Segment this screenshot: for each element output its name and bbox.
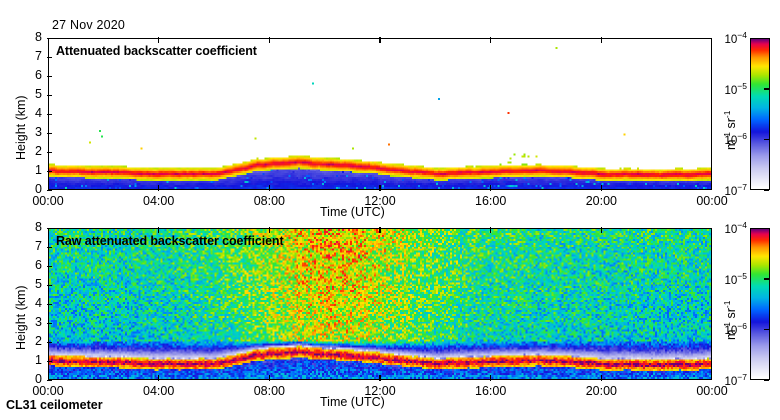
colorbar-top: [750, 38, 770, 190]
x-tick-mark-bottom-1-5: [600, 375, 603, 381]
panel-raw-attenuated-backscatter: [48, 228, 712, 380]
y-tick-mark-1-5: [47, 284, 52, 286]
y-tick-label-1-3: 3: [35, 315, 42, 329]
x-tick-label-0-4: 16:00: [475, 194, 507, 208]
x-tick-label-0-2: 08:00: [253, 194, 285, 208]
y-tick-mark-1-4: [47, 303, 52, 305]
colorbar-tick-mark-0-0: [764, 37, 769, 39]
y-tick-label-0-7: 7: [35, 49, 42, 63]
x-tick-mark-top-0-4: [489, 37, 492, 43]
colorbar-tick-mark-0-2: [764, 138, 769, 141]
x-axis-label-bottom: Time (UTC): [320, 395, 385, 409]
colorbar-tick-label-1-1: 10−5: [724, 270, 748, 287]
colorbar-tick-mark-0-1: [764, 88, 769, 90]
x-tick-label-1-3: 12:00: [364, 384, 396, 398]
y-tick-label-1-8: 8: [35, 220, 42, 234]
attenuated-backscatter-heatmap: [49, 39, 711, 189]
y-tick-label-1-7: 7: [35, 239, 42, 253]
colorbar-tick-label-0-0: 10−4: [724, 30, 748, 46]
colorbar-tick-label-1-3: 10−7: [724, 372, 748, 388]
instrument-label: CL31 ceilometer: [6, 398, 103, 412]
x-tick-mark-bottom-0-4: [489, 185, 492, 191]
panel-attenuated-backscatter: [48, 38, 712, 190]
y-tick-mark-0-4: [47, 113, 52, 115]
y-tick-label-1-1: 1: [35, 353, 42, 367]
x-tick-mark-top-0-1: [157, 37, 160, 43]
x-tick-mark-bottom-0-5: [600, 185, 603, 191]
y-tick-mark-0-6: [47, 75, 52, 77]
x-tick-mark-bottom-0-1: [157, 185, 160, 191]
colorbar-tick-label-1-0: 10−4: [724, 220, 748, 236]
x-tick-mark-top-0-5: [600, 37, 603, 43]
x-tick-label-0-0: 00:00: [32, 194, 64, 208]
x-tick-mark-bottom-1-3: [379, 375, 381, 381]
x-tick-mark-bottom-1-2: [268, 375, 271, 381]
x-tick-label-1-0: 00:00: [32, 384, 64, 398]
y-tick-mark-1-3: [47, 322, 52, 324]
y-tick-mark-1-7: [47, 246, 52, 248]
x-tick-label-1-2: 08:00: [253, 384, 285, 398]
y-tick-mark-1-1: [47, 360, 52, 362]
y-tick-mark-0-7: [47, 56, 52, 58]
x-tick-mark-bottom-1-4: [489, 375, 492, 381]
y-tick-mark-1-8: [47, 227, 52, 229]
y-tick-mark-0-1: [47, 170, 52, 172]
y-tick-label-1-4: 4: [35, 296, 42, 310]
x-tick-mark-bottom-0-2: [268, 185, 271, 191]
y-tick-label-0-4: 4: [35, 106, 42, 120]
x-tick-label-1-1: 04:00: [143, 384, 175, 398]
y-tick-label-0-3: 3: [35, 125, 42, 139]
x-tick-label-1-6: 00:00: [696, 384, 728, 398]
y-tick-label-0-0: 0: [35, 182, 42, 196]
colorbar-gradient-bottom: [751, 229, 769, 379]
colorbar-bottom: [750, 228, 770, 380]
y-tick-mark-0-8: [47, 37, 52, 39]
x-tick-mark-top-1-2: [268, 227, 271, 233]
colorbar-tick-mark-1-2: [764, 328, 769, 331]
date-label: 27 Nov 2020: [52, 18, 126, 32]
y-tick-mark-0-2: [47, 151, 52, 153]
y-tick-mark-1-6: [47, 265, 52, 267]
x-tick-label-1-4: 16:00: [475, 384, 507, 398]
x-tick-label-0-5: 20:00: [585, 194, 617, 208]
x-tick-mark-top-0-3: [379, 37, 381, 43]
colorbar-tick-label-0-3: 10−7: [724, 182, 748, 198]
y-tick-mark-0-5: [47, 94, 52, 96]
y-tick-label-0-1: 1: [35, 163, 42, 177]
y-tick-label-0-5: 5: [35, 87, 42, 101]
y-tick-label-0-2: 2: [35, 144, 42, 158]
y-tick-label-1-0: 0: [35, 372, 42, 386]
x-tick-label-0-6: 00:00: [696, 194, 728, 208]
colorbar-tick-mark-1-3: [764, 379, 769, 381]
colorbar-gradient-top: [751, 39, 769, 189]
x-tick-mark-bottom-0-3: [379, 185, 381, 191]
y-tick-mark-0-3: [47, 132, 52, 134]
x-tick-label-0-1: 04:00: [143, 194, 175, 208]
colorbar-tick-label-1-2: 10−6: [724, 321, 748, 338]
y-tick-label-0-8: 8: [35, 30, 42, 44]
y-tick-mark-1-0: [47, 379, 52, 381]
x-tick-label-0-3: 12:00: [364, 194, 396, 208]
colorbar-tick-label-0-2: 10−6: [724, 131, 748, 148]
colorbar-tick-mark-1-0: [764, 227, 769, 229]
y-tick-mark-0-0: [47, 189, 52, 191]
y-tick-label-1-2: 2: [35, 334, 42, 348]
x-tick-mark-top-1-1: [157, 227, 160, 233]
y-tick-label-1-6: 6: [35, 258, 42, 272]
x-axis-label-top: Time (UTC): [320, 205, 385, 219]
raw-attenuated-backscatter-heatmap: [49, 229, 711, 379]
colorbar-tick-mark-1-1: [764, 278, 769, 280]
x-tick-mark-bottom-1-1: [157, 375, 160, 381]
x-tick-mark-top-1-4: [489, 227, 492, 233]
x-tick-mark-top-0-2: [268, 37, 271, 43]
x-tick-mark-top-1-3: [379, 227, 381, 233]
y-tick-mark-1-2: [47, 341, 52, 343]
x-tick-mark-top-1-5: [600, 227, 603, 233]
y-tick-label-0-6: 6: [35, 68, 42, 82]
colorbar-tick-mark-0-3: [764, 189, 769, 191]
colorbar-tick-label-0-1: 10−5: [724, 80, 748, 97]
x-tick-label-1-5: 20:00: [585, 384, 617, 398]
y-tick-label-1-5: 5: [35, 277, 42, 291]
